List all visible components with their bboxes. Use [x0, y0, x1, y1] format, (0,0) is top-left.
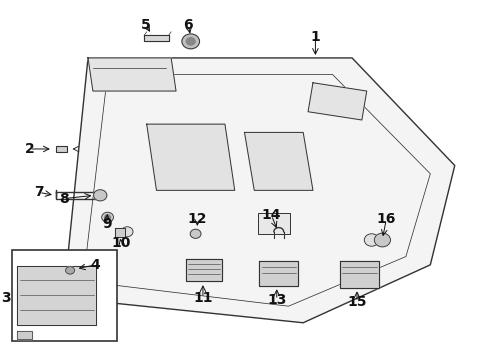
Polygon shape	[17, 266, 96, 325]
Circle shape	[93, 190, 106, 201]
Bar	[12, 250, 117, 341]
Polygon shape	[259, 261, 298, 285]
Circle shape	[104, 215, 110, 220]
Circle shape	[121, 227, 133, 237]
Bar	[56, 146, 67, 152]
Text: 12: 12	[187, 212, 207, 226]
Text: 3: 3	[1, 291, 11, 305]
Polygon shape	[144, 35, 168, 41]
Circle shape	[186, 38, 195, 45]
Text: 14: 14	[261, 208, 281, 222]
Polygon shape	[63, 58, 454, 323]
Text: 11: 11	[193, 291, 212, 305]
Polygon shape	[244, 132, 312, 190]
Text: 7: 7	[34, 185, 44, 199]
Polygon shape	[17, 331, 32, 339]
Circle shape	[102, 212, 113, 222]
Text: 16: 16	[376, 212, 395, 226]
Circle shape	[364, 234, 378, 246]
Polygon shape	[115, 228, 124, 237]
Text: 2: 2	[24, 142, 34, 156]
Polygon shape	[339, 261, 378, 288]
Circle shape	[65, 267, 74, 274]
Text: 5: 5	[141, 18, 150, 32]
Bar	[258, 213, 289, 234]
Circle shape	[373, 233, 390, 247]
Text: 10: 10	[111, 236, 131, 250]
Polygon shape	[88, 58, 176, 91]
Polygon shape	[307, 83, 366, 120]
Text: 15: 15	[346, 295, 366, 309]
Circle shape	[182, 34, 199, 49]
Polygon shape	[146, 124, 234, 190]
Polygon shape	[185, 258, 222, 282]
Text: 1: 1	[310, 30, 320, 44]
Text: 9: 9	[102, 217, 111, 231]
Text: 4: 4	[90, 258, 100, 272]
Circle shape	[190, 229, 201, 238]
Text: 6: 6	[183, 18, 193, 32]
Text: 13: 13	[266, 293, 286, 307]
Text: 8: 8	[59, 192, 68, 206]
